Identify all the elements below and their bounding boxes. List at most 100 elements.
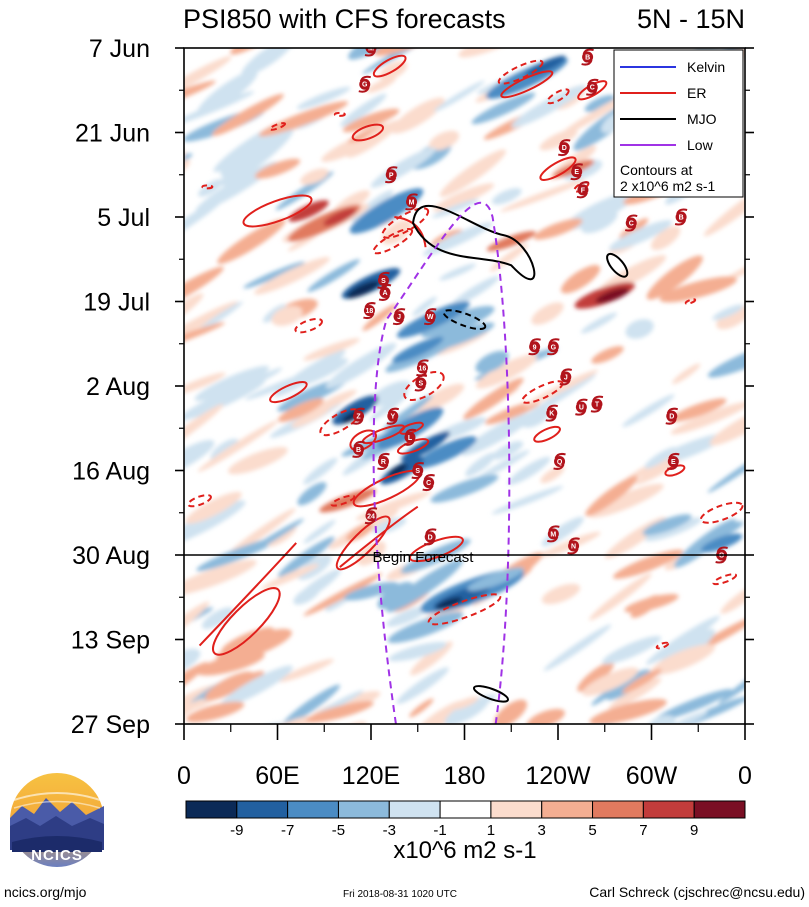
er-contour [242,194,313,228]
storm-id: A [382,290,387,297]
storm-id: M [368,46,374,53]
storm-dot [359,78,371,90]
field-streak [184,379,266,421]
y-tick-label: 2 Aug [86,373,150,401]
storm-dot [415,377,427,389]
field-streak [220,665,293,708]
er-contour [335,515,391,571]
field-streak [492,441,524,460]
storm-dot [353,443,365,455]
field-feature [278,398,324,423]
field-streak [362,48,437,75]
field-streak [670,401,745,435]
storm-marker: C [624,214,638,232]
storm-dot [571,166,583,178]
field-streak [439,149,507,197]
field-streak [417,383,465,412]
field-streak [237,518,305,560]
field-streak [196,301,244,333]
footer-site: ncics.org/mjo [4,884,87,900]
field-streak [410,641,453,676]
field-streak [243,261,305,289]
field-feature [196,651,265,676]
storm-dot [675,211,687,223]
storm-id: K [549,411,554,418]
field-streak [303,519,336,544]
field-feature [414,436,477,469]
storm-marker: C [586,78,599,96]
storm-id: B [679,215,684,222]
mjo-contour [412,204,536,281]
colorbar-box [337,800,390,819]
storm-id: S [419,380,424,387]
storm-id: 16 [419,365,427,372]
storm-dot [385,169,397,181]
field-streak [645,615,720,665]
er-contour [268,122,287,131]
er-contour [684,298,697,305]
storm-tail [367,41,377,46]
storm-marker: M [547,525,560,543]
field-streak [184,698,205,724]
field-streak [698,521,744,545]
field-streak [369,380,411,407]
legend-label: Low [687,137,714,153]
field-streak [458,48,530,58]
field-streak [220,670,265,694]
storm-dot [546,407,558,419]
storm-id: S [381,278,386,285]
field-streak [184,197,225,250]
er-contour [330,494,356,507]
storm-id: M [409,199,415,206]
storm-dot [377,455,389,467]
field-feature [624,594,679,613]
storm-dot [379,286,391,298]
field-streak [461,412,535,456]
storm-id: Q [557,459,563,466]
storm-dot [577,184,589,196]
storm-id: C [590,85,595,92]
field-streak [450,275,500,307]
x-axis: 0 60E 120E 180 120W 60W 0 [177,724,752,790]
er-contour [294,317,323,334]
storm-dot [423,477,435,489]
storm-id: N [571,543,576,550]
field-streak [362,304,397,331]
colorbar: -9 -7 -5 -3 -1 1 3 5 7 9 [185,800,746,839]
field-streak [347,120,400,158]
chart-title: PSI850 with CFS forecasts [183,4,506,34]
field-streak [381,220,412,245]
field-streak [541,583,581,605]
er-contour [201,184,214,190]
colorbar-box [287,800,339,819]
x-tick-label: 180 [444,762,486,790]
field-feature [387,464,408,477]
field-streak [391,97,445,134]
storm-id: J [564,374,568,381]
y-tick-label: 16 Aug [72,458,150,486]
field-streak [707,340,745,378]
storm-id: U [579,405,584,412]
storm-dot [666,410,678,422]
field-feature [669,398,727,422]
y-tick-label: 21 Jun [75,120,150,148]
field-streak [431,198,480,218]
storm-dot [558,142,570,154]
field-feature [376,407,444,450]
storm-marker: P [385,166,398,184]
field-feature [392,336,444,363]
colorbar-tick-label: -9 [230,822,243,839]
field-feature [642,514,692,536]
storm-dot [393,311,405,323]
field-streak [293,585,321,605]
storm-id: F [581,187,586,194]
field-streak [543,624,612,672]
storm-marker: S [411,462,424,479]
field-feature [254,158,301,179]
er-contour [212,587,281,656]
colorbar-tick-label: 1 [487,822,495,839]
storm-id: S [415,468,420,475]
field-streak [589,573,652,621]
x-tick-label: 60E [255,762,299,790]
storm-dot [377,274,389,286]
